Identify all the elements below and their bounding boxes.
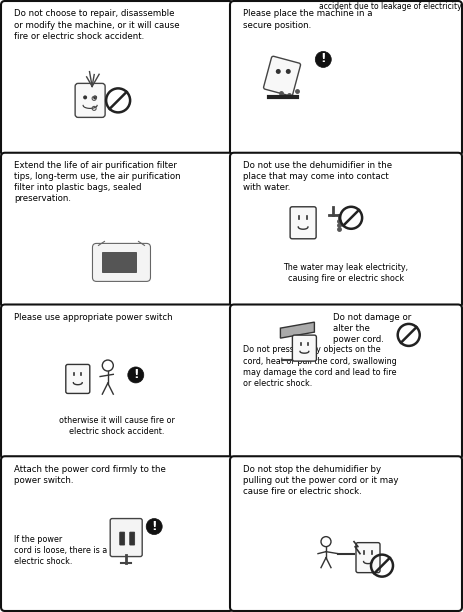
FancyBboxPatch shape bbox=[293, 335, 316, 361]
FancyBboxPatch shape bbox=[230, 457, 462, 611]
Text: ⚠ If the machine is
  overturned, the
  water in the water tank
  will leak out : ⚠ If the machine is overturned, the wate… bbox=[319, 0, 463, 11]
Text: otherwise it will cause fire or
electric shock accident.: otherwise it will cause fire or electric… bbox=[59, 416, 175, 436]
FancyBboxPatch shape bbox=[1, 305, 233, 459]
Text: Do not press heavy objects on the
cord, heat or pull the cord, swallowing
may da: Do not press heavy objects on the cord, … bbox=[243, 345, 397, 388]
FancyBboxPatch shape bbox=[230, 153, 462, 307]
FancyBboxPatch shape bbox=[230, 305, 462, 459]
Text: Do not damage or
alter the
power cord.: Do not damage or alter the power cord. bbox=[332, 313, 411, 344]
FancyBboxPatch shape bbox=[1, 153, 233, 307]
Text: Please place the machine in a
secure position.: Please place the machine in a secure pos… bbox=[243, 9, 372, 29]
Text: The water may leak electricity,
causing fire or electric shock: The water may leak electricity, causing … bbox=[283, 263, 408, 283]
Circle shape bbox=[276, 69, 281, 74]
Text: Attach the power cord firmly to the
power switch.: Attach the power cord firmly to the powe… bbox=[14, 465, 166, 485]
Text: Please use appropriate power switch: Please use appropriate power switch bbox=[14, 313, 173, 322]
FancyBboxPatch shape bbox=[1, 1, 233, 155]
FancyBboxPatch shape bbox=[1, 457, 233, 611]
Text: Extend the life of air purification filter
tips, long-term use, the air purifica: Extend the life of air purification filt… bbox=[14, 161, 181, 203]
Circle shape bbox=[315, 51, 332, 67]
FancyBboxPatch shape bbox=[290, 207, 316, 239]
Text: !: ! bbox=[151, 520, 157, 532]
Text: !: ! bbox=[320, 53, 326, 65]
Text: Do not choose to repair, disassemble
or modify the machine, or it will cause
fir: Do not choose to repair, disassemble or … bbox=[14, 9, 180, 40]
Circle shape bbox=[83, 95, 87, 99]
Text: Do not stop the dehumidifier by
pulling out the power cord or it may
cause fire : Do not stop the dehumidifier by pulling … bbox=[243, 465, 399, 496]
Text: Do not use the dehumidifier in the
place that may come into contact
with water.: Do not use the dehumidifier in the place… bbox=[243, 161, 392, 192]
Text: If the power
cord is loose, there is a risk of
electric shock.: If the power cord is loose, there is a r… bbox=[14, 535, 135, 566]
Text: !: ! bbox=[133, 368, 138, 381]
Polygon shape bbox=[281, 322, 314, 338]
Circle shape bbox=[146, 518, 162, 534]
FancyBboxPatch shape bbox=[263, 56, 300, 96]
FancyBboxPatch shape bbox=[75, 83, 105, 118]
Circle shape bbox=[286, 69, 291, 74]
FancyBboxPatch shape bbox=[130, 532, 135, 545]
FancyBboxPatch shape bbox=[230, 1, 462, 155]
FancyBboxPatch shape bbox=[66, 364, 90, 394]
Circle shape bbox=[93, 95, 97, 99]
FancyBboxPatch shape bbox=[110, 518, 142, 556]
FancyBboxPatch shape bbox=[102, 252, 137, 272]
FancyBboxPatch shape bbox=[120, 532, 125, 545]
FancyBboxPatch shape bbox=[356, 543, 380, 573]
FancyBboxPatch shape bbox=[93, 244, 150, 282]
Circle shape bbox=[128, 367, 144, 383]
